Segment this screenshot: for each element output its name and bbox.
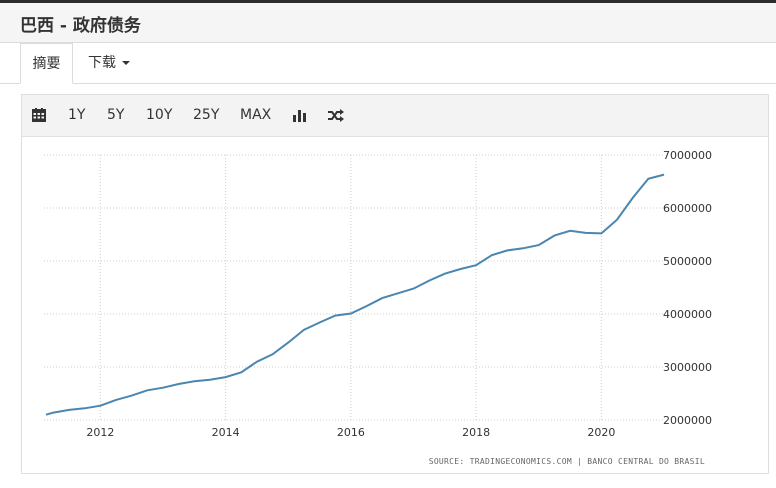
calendar-icon bbox=[32, 108, 46, 122]
y-tick-label: 3000000 bbox=[663, 361, 712, 374]
range-max-button[interactable]: MAX bbox=[240, 107, 272, 123]
y-axis-labels: 2000000 3000000 4000000 5000000 6000000 70000… bbox=[663, 149, 712, 427]
title-bar: 巴西 - 政府债务 bbox=[0, 3, 776, 43]
x-tick-label: 2016 bbox=[337, 426, 365, 439]
tab-summary[interactable]: 摘要 bbox=[20, 43, 73, 84]
tab-bar: 摘要 下载 bbox=[0, 43, 776, 84]
x-tick-label: 2018 bbox=[462, 426, 490, 439]
series-line bbox=[45, 173, 665, 416]
range-10y-button[interactable]: 10Y bbox=[146, 107, 173, 123]
range-1y-button[interactable]: 1Y bbox=[68, 107, 86, 123]
page-title: 巴西 - 政府债务 bbox=[20, 16, 141, 36]
bar-chart-icon bbox=[293, 109, 306, 122]
y-tick-label: 6000000 bbox=[663, 202, 712, 215]
bar-chart-button[interactable] bbox=[293, 95, 306, 136]
y-tick-label: 5000000 bbox=[663, 255, 712, 268]
caret-down-icon bbox=[122, 61, 130, 65]
source-note: SOURCE: TRADINGECONOMICS.COM | BANCO CEN… bbox=[429, 457, 705, 466]
shuffle-icon bbox=[328, 108, 344, 122]
y-tick-label: 4000000 bbox=[663, 308, 712, 321]
range-5y-button[interactable]: 5Y bbox=[107, 107, 125, 123]
tab-download[interactable]: 下载 bbox=[88, 43, 130, 83]
x-tick-label: 2012 bbox=[86, 426, 114, 439]
top-border bbox=[0, 0, 776, 3]
x-tick-label: 2020 bbox=[587, 426, 615, 439]
x-axis-labels: 2012 2014 2016 2018 2020 bbox=[86, 426, 615, 439]
chart-panel: 1Y 5Y 10Y 25Y MAX bbox=[21, 94, 769, 474]
range-25y-button[interactable]: 25Y bbox=[193, 107, 220, 123]
shuffle-button[interactable] bbox=[328, 95, 344, 136]
x-tick-label: 2014 bbox=[212, 426, 240, 439]
calendar-button[interactable] bbox=[32, 95, 46, 136]
grid-lines bbox=[44, 154, 664, 421]
chart-toolbar: 1Y 5Y 10Y 25Y MAX bbox=[22, 95, 768, 137]
y-tick-label: 2000000 bbox=[663, 414, 712, 427]
tab-download-label: 下载 bbox=[88, 55, 116, 71]
y-tick-label: 7000000 bbox=[663, 149, 712, 162]
